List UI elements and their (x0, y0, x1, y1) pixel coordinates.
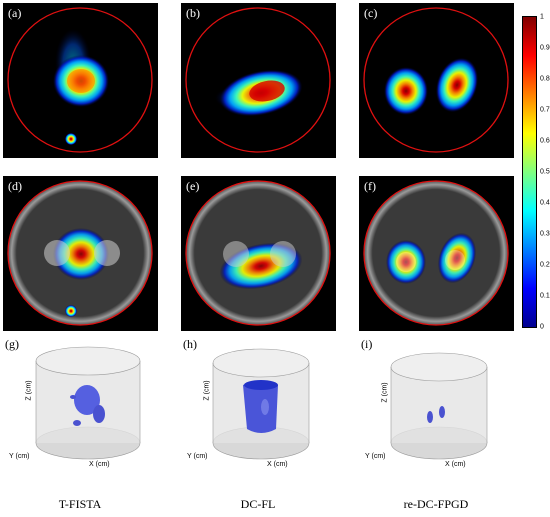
panel-h: (h) Z (cm) Y (cm) X (cm) (181, 337, 346, 472)
panel-label: (i) (361, 337, 373, 351)
caption-re-dc-fpgd: re-DC-FPGD (403, 497, 469, 511)
panel-label: (a) (8, 6, 22, 20)
y-axis-label: Y (cm) (9, 453, 30, 460)
overlay-image (185, 180, 331, 326)
colorbar-tick: 0.4 (540, 199, 550, 207)
reconstruction-image (363, 7, 509, 153)
colorbar-tick: 0.7 (540, 106, 550, 114)
colorbar (522, 16, 537, 328)
panel-b: (b) (181, 3, 336, 158)
panel-e: (e) (181, 176, 336, 331)
overlay-image (7, 180, 153, 326)
panel-c: (c) (359, 3, 514, 158)
panel-a: (a) (3, 3, 158, 158)
panel-label: (e) (186, 179, 200, 193)
colorbar-tick: 0.2 (540, 261, 550, 269)
3d-view (35, 346, 141, 460)
reconstruction-image (185, 7, 331, 153)
panel-label: (b) (186, 6, 200, 20)
panel-d: (d) (3, 176, 158, 331)
y-axis-label: Y (cm) (187, 453, 208, 460)
colorbar-tick: 0 (540, 323, 544, 331)
colorbar-tick: 1 (540, 13, 544, 21)
3d-view (390, 352, 488, 460)
caption-dc-fl: DC-FL (240, 497, 276, 511)
colorbar-tick: 0.5 (540, 168, 550, 176)
panel-i: (i) Z (cm) Y (cm) X (cm) (359, 337, 524, 472)
caption-t-fista: T-FISTA (58, 497, 102, 511)
panel-label: (f) (364, 179, 376, 193)
panel-label: (g) (5, 337, 19, 351)
3d-view (212, 348, 310, 460)
colorbar-tick: 0.9 (540, 44, 550, 52)
z-axis-label: Z (cm) (25, 380, 33, 401)
z-axis-label: Z (cm) (203, 380, 211, 401)
x-axis-label: X (cm) (445, 461, 466, 468)
y-axis-label: Y (cm) (365, 453, 386, 460)
colorbar-tick: 0.6 (540, 137, 550, 145)
panel-label: (h) (183, 337, 197, 351)
panel-f: (f) (359, 176, 514, 331)
x-axis-label: X (cm) (267, 461, 288, 468)
colorbar-tick: 0.8 (540, 75, 550, 83)
reconstruction-image (7, 7, 153, 153)
panel-label: (d) (8, 179, 22, 193)
colorbar-tick: 0.1 (540, 292, 550, 300)
x-axis-label: X (cm) (89, 461, 110, 468)
colorbar-tick: 0.3 (540, 230, 550, 238)
panel-g: (g) Z (cm) Y (cm) X (cm) (3, 337, 168, 472)
panel-label: (c) (364, 6, 378, 20)
z-axis-label: Z (cm) (381, 382, 389, 403)
overlay-image (363, 180, 509, 326)
